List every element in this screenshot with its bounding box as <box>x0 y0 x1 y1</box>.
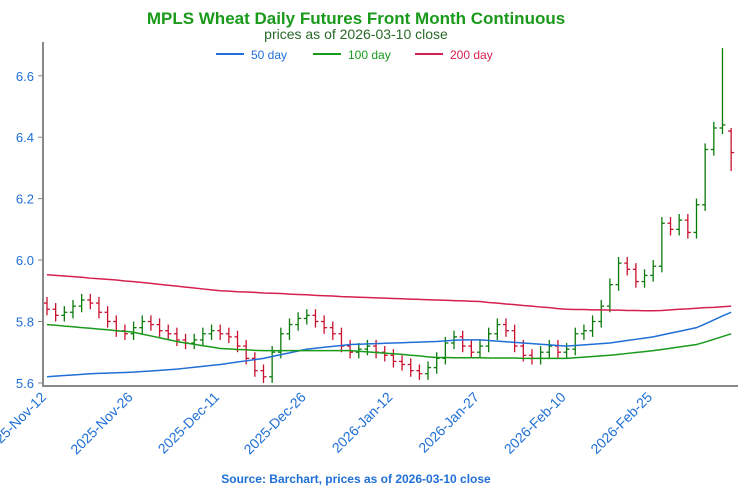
ma-line <box>46 274 732 312</box>
ohlc-bar <box>199 327 206 347</box>
ohlc-bar <box>728 128 735 171</box>
ohlc-bar <box>615 257 622 291</box>
ma-line <box>46 311 732 378</box>
legend-label: 200 day <box>450 48 493 62</box>
ohlc-bar <box>260 364 267 383</box>
ohlc-bar <box>364 339 371 356</box>
ohlc-bar <box>286 318 293 340</box>
ohlc-bar <box>425 361 432 380</box>
y-tick-label: 6.4 <box>16 130 34 145</box>
ohlc-bar <box>277 327 284 359</box>
ohlc-bar <box>104 306 111 328</box>
ohlc-bar <box>632 263 639 288</box>
ohlc-bar <box>329 321 336 340</box>
chart-subtitle: prices as of 2026-03-10 close <box>264 26 448 42</box>
ohlc-bar <box>303 309 310 325</box>
y-tick-label: 5.6 <box>16 376 34 391</box>
ohlc-bar <box>147 315 154 331</box>
ohlc-bar <box>589 315 596 337</box>
ohlc-bar <box>217 324 224 340</box>
ohlc-bar <box>191 333 198 350</box>
ohlc-bar <box>44 296 50 316</box>
ohlc-bar <box>641 269 648 288</box>
legend-label: 100 day <box>348 48 391 62</box>
ohlc-bar <box>546 339 553 359</box>
x-tick-label: 2025-Dec-11 <box>155 389 223 457</box>
y-tick-label: 6.6 <box>16 69 34 84</box>
ohlc-bar <box>87 293 94 310</box>
x-tick-label: 2026-Jan-27 <box>415 389 482 456</box>
y-tick-label: 5.8 <box>16 315 34 330</box>
x-tick-label: 2025-Dec-26 <box>240 389 309 458</box>
ohlc-bar <box>52 303 59 322</box>
ohlc-bar <box>165 324 172 340</box>
ohlc-bar <box>407 358 414 377</box>
ohlc-bar <box>598 300 605 328</box>
y-tick-label: 6.2 <box>16 192 34 207</box>
chart-title: MPLS Wheat Daily Futures Front Month Con… <box>147 9 565 28</box>
ohlc-bar <box>225 327 232 343</box>
x-tick-label: 2025-Nov-12 <box>0 389 49 458</box>
source-note: Source: Barchart, prices as of 2026-03-1… <box>221 472 491 486</box>
ohlc-bar <box>416 364 423 380</box>
ohlc-bar <box>433 352 440 374</box>
ohlc-bar <box>684 214 691 239</box>
ohlc-bar <box>130 321 137 340</box>
ohlc-bar <box>373 339 380 359</box>
ohlc-bar <box>173 327 180 347</box>
ohlc-bar <box>580 324 587 340</box>
ohlc-bar <box>494 318 501 340</box>
ohlc-bar <box>606 278 613 313</box>
ohlc-bar <box>338 327 345 353</box>
ohlc-bar <box>667 217 674 236</box>
ohlc-bar <box>269 346 276 383</box>
ohlc-bar <box>572 327 579 356</box>
ohlc-bar <box>78 293 85 313</box>
ohlc-bar <box>69 300 76 319</box>
ohlc-bar <box>511 324 518 353</box>
ohlc-bar <box>347 339 354 359</box>
ohlc-bar <box>477 339 483 359</box>
ohlc-bar <box>95 296 102 319</box>
ohlc-bar <box>459 330 466 353</box>
ohlc-bar <box>251 352 258 377</box>
ohlc-bar <box>468 339 475 359</box>
ohlc-bar <box>650 260 657 282</box>
ohlc-bar <box>537 346 544 365</box>
x-tick-label: 2026-Feb-10 <box>501 389 569 457</box>
legend-label: 50 day <box>251 48 287 62</box>
ohlc-bar <box>208 324 215 340</box>
y-tick-label: 6.0 <box>16 253 34 268</box>
ohlc-bar <box>182 333 189 350</box>
ohlc-bar <box>321 315 328 334</box>
ohlc-bar <box>554 339 561 359</box>
ohlc-bar <box>113 315 120 337</box>
ohlc-bar <box>234 330 241 353</box>
ohlc-bar <box>502 318 509 337</box>
ohlc-bar <box>702 143 709 211</box>
ohlc-bar <box>676 214 683 236</box>
ohlc-bar <box>61 306 68 322</box>
ohlc-bar <box>624 257 631 276</box>
x-tick-label: 2026-Feb-25 <box>587 389 655 457</box>
ma-line <box>46 323 732 360</box>
ohlc-bar <box>399 355 406 371</box>
x-tick-label: 2026-Jan-12 <box>329 389 396 456</box>
ohlc-bar <box>528 349 535 365</box>
ohlc-bar <box>693 198 700 239</box>
ohlc-bar <box>710 121 717 156</box>
ohlc-bar <box>312 309 319 328</box>
ohlc-bar <box>139 315 146 334</box>
ohlc-bar <box>658 217 665 273</box>
ohlc-bar <box>295 312 302 331</box>
ohlc-bar <box>390 349 397 368</box>
x-tick-label: 2025-Nov-26 <box>67 389 136 458</box>
ohlc-bar <box>156 318 163 337</box>
ohlc-bar <box>719 48 726 135</box>
